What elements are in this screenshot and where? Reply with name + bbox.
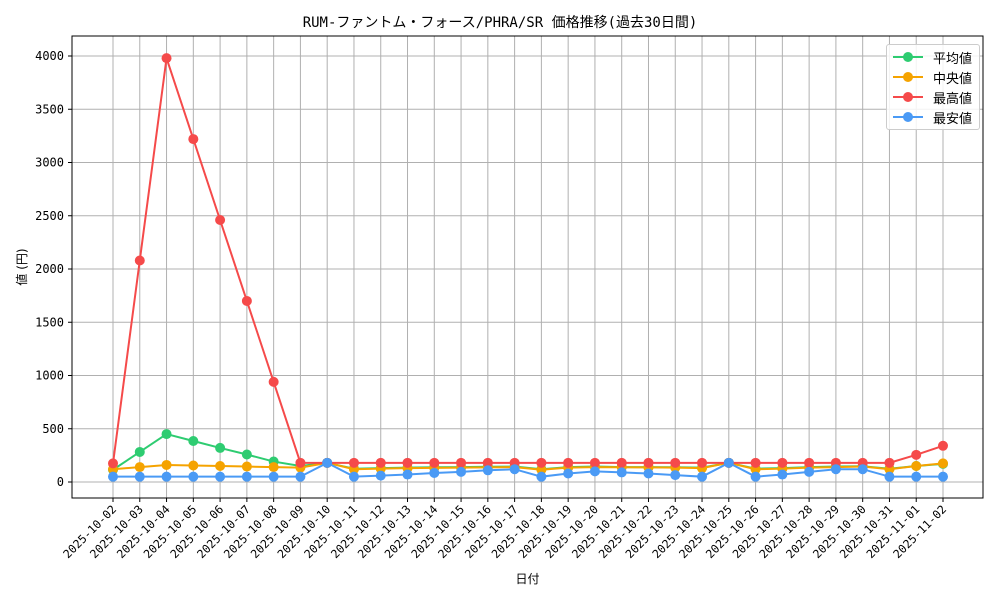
- data-point: [402, 469, 413, 480]
- data-point: [938, 458, 948, 469]
- data-point: [536, 457, 547, 468]
- data-point: [215, 215, 226, 226]
- data-point: [429, 457, 440, 468]
- data-point: [188, 435, 199, 446]
- data-point: [589, 457, 600, 468]
- y-axis-label: 値 (円): [14, 248, 29, 285]
- data-point: [134, 255, 145, 266]
- data-point: [884, 471, 895, 482]
- legend-item-median: 中央値: [893, 68, 972, 87]
- data-point: [241, 295, 252, 306]
- data-point: [616, 457, 627, 468]
- data-point: [670, 457, 681, 468]
- data-point: [777, 469, 788, 480]
- data-point: [938, 440, 948, 451]
- y-tick-label: 2000: [35, 262, 64, 276]
- data-point: [509, 464, 520, 475]
- data-point: [134, 462, 145, 473]
- legend: 平均値 中央値 最高値 最安値: [886, 44, 980, 130]
- data-point: [616, 467, 627, 478]
- data-point: [348, 471, 359, 482]
- data-point: [670, 470, 681, 481]
- data-point: [723, 457, 734, 468]
- data-point: [536, 471, 547, 482]
- axes-frame: [71, 35, 984, 499]
- legend-marker-icon: [893, 111, 923, 123]
- data-point: [108, 458, 118, 469]
- data-point: [375, 457, 386, 468]
- data-point: [188, 471, 199, 482]
- y-tick-label: 1500: [35, 315, 64, 329]
- chart-title: RUM-ファントム・フォース/PHRA/SR 価格推移(過去30日間): [302, 15, 698, 31]
- data-point: [563, 457, 574, 468]
- data-point: [830, 464, 841, 475]
- data-point: [161, 429, 172, 440]
- data-point: [938, 471, 948, 482]
- data-point: [884, 457, 895, 468]
- data-point: [215, 471, 226, 482]
- data-point: [215, 461, 226, 472]
- data-point: [777, 457, 788, 468]
- data-point: [563, 468, 574, 479]
- data-point: [241, 449, 252, 460]
- series-2: [108, 53, 948, 469]
- legend-item-average: 平均値: [893, 48, 972, 67]
- legend-marker-icon: [893, 71, 923, 83]
- data-point: [161, 459, 172, 470]
- data-point: [429, 467, 440, 478]
- data-point: [241, 471, 252, 482]
- y-tick-label: 4000: [35, 49, 64, 63]
- legend-item-min: 最安値: [893, 108, 972, 127]
- data-point: [750, 457, 761, 468]
- data-point: [750, 471, 761, 482]
- data-point: [456, 466, 467, 477]
- data-point: [697, 471, 708, 482]
- data-point: [134, 471, 145, 482]
- legend-marker-icon: [893, 51, 923, 63]
- data-point: [161, 471, 172, 482]
- data-point: [268, 462, 279, 473]
- y-tick-label: 1000: [35, 369, 64, 383]
- data-point: [134, 446, 145, 457]
- data-point: [482, 457, 493, 468]
- data-point: [536, 464, 547, 475]
- data-point: [188, 460, 199, 471]
- data-point: [643, 468, 654, 479]
- y-tick-label: 3000: [35, 156, 64, 170]
- data-point: [482, 465, 493, 476]
- data-point: [697, 457, 708, 468]
- data-point: [348, 457, 359, 468]
- series-3: [108, 457, 948, 482]
- data-point: [589, 466, 600, 477]
- data-point: [322, 457, 333, 468]
- data-point: [402, 457, 413, 468]
- y-tick-label: 500: [42, 422, 64, 436]
- data-point: [911, 449, 922, 460]
- data-point: [911, 471, 922, 482]
- data-point: [456, 457, 467, 468]
- data-point: [108, 471, 118, 482]
- x-axis-label: 日付: [515, 572, 539, 586]
- data-point: [215, 442, 226, 453]
- data-point: [911, 461, 922, 472]
- data-point: [295, 471, 306, 482]
- data-point: [804, 457, 815, 468]
- data-point: [268, 376, 279, 387]
- data-point: [857, 464, 868, 475]
- data-point: [161, 53, 172, 64]
- data-point: [804, 466, 815, 477]
- legend-item-max: 最高値: [893, 88, 972, 107]
- data-point: [188, 134, 199, 145]
- data-point: [241, 461, 252, 472]
- y-tick-label: 3500: [35, 102, 64, 116]
- y-tick-label: 2500: [35, 209, 64, 223]
- legend-marker-icon: [893, 91, 923, 103]
- y-tick-label: 0: [57, 475, 64, 489]
- data-point: [643, 457, 654, 468]
- data-point: [375, 470, 386, 481]
- data-point: [295, 457, 306, 468]
- data-point: [268, 471, 279, 482]
